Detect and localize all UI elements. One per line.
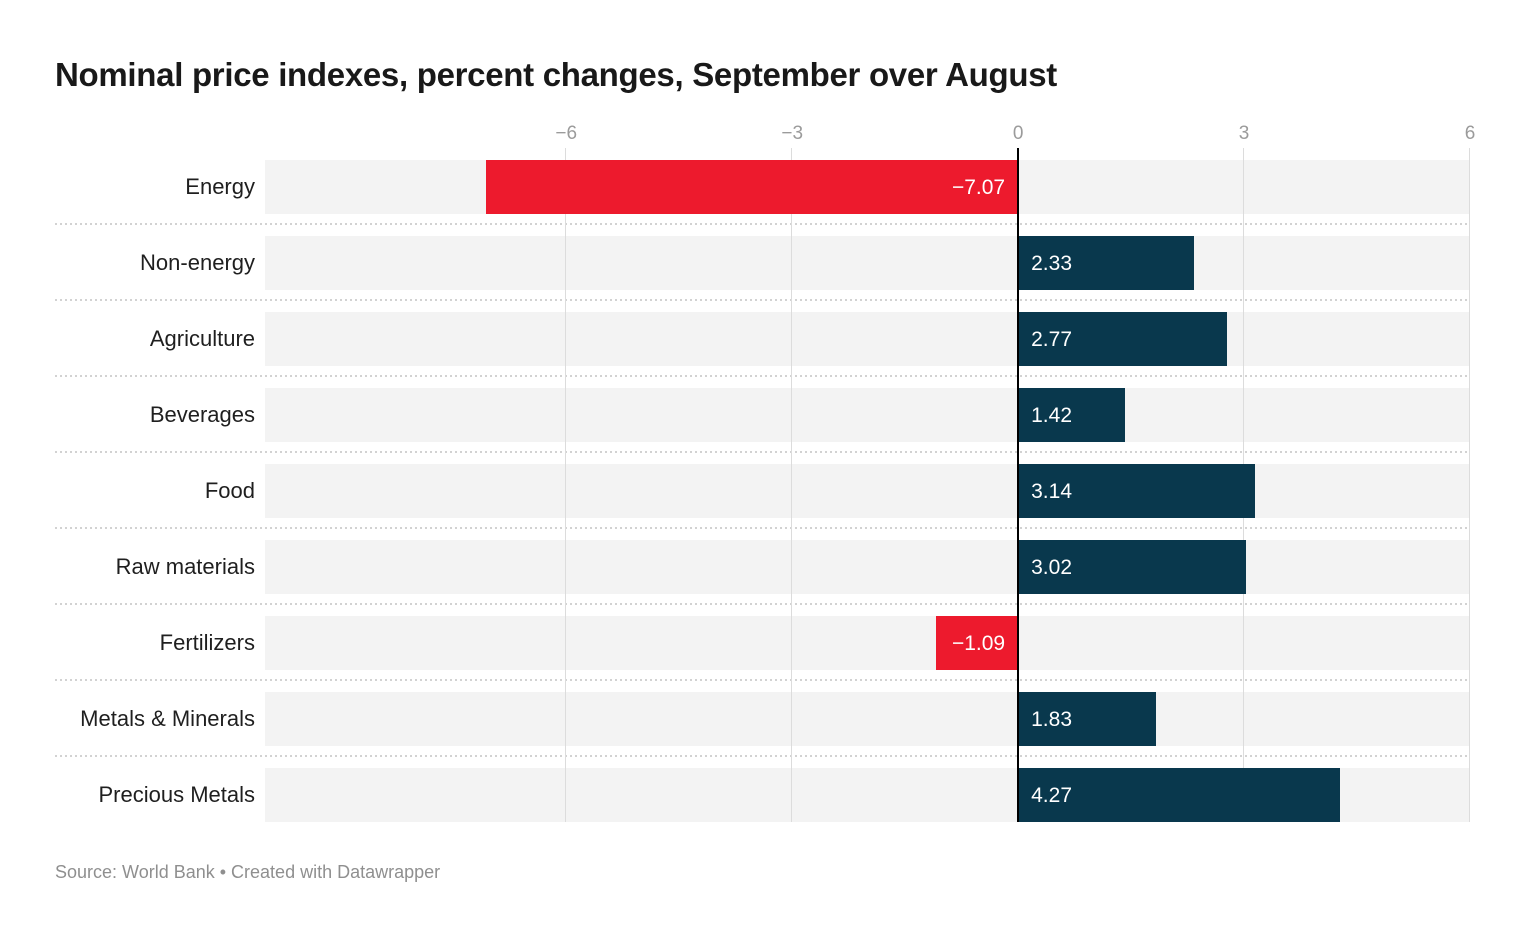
value-label: 1.42 bbox=[1031, 404, 1072, 427]
row-separator bbox=[55, 223, 1470, 225]
value-label: 2.77 bbox=[1031, 328, 1072, 351]
row-band: 2.77 bbox=[265, 312, 1470, 366]
row-separator bbox=[55, 755, 1470, 757]
row-band: −7.07 bbox=[265, 160, 1470, 214]
row-band: 2.33 bbox=[265, 236, 1470, 290]
value-label: 3.14 bbox=[1031, 480, 1072, 503]
row-band: 3.14 bbox=[265, 464, 1470, 518]
source-footer: Source: World Bank • Created with Datawr… bbox=[55, 862, 441, 882]
row-band: 4.27 bbox=[265, 768, 1470, 822]
bar-beverages: 1.42 bbox=[1018, 388, 1126, 442]
value-label: 2.33 bbox=[1031, 252, 1072, 275]
chart-row: Precious Metals 4.27 bbox=[55, 768, 1470, 822]
value-label: 4.27 bbox=[1031, 784, 1072, 807]
x-axis-tick-label: −6 bbox=[555, 123, 578, 144]
chart-row: Fertilizers −1.09 bbox=[55, 616, 1470, 670]
row-separator bbox=[55, 679, 1470, 681]
chart-row: Raw materials 3.02 bbox=[55, 540, 1470, 594]
category-label: Beverages bbox=[149, 402, 255, 427]
row-separator bbox=[55, 375, 1470, 377]
bar-non-energy: 2.33 bbox=[1018, 236, 1194, 290]
x-axis-tick-label: 0 bbox=[1012, 123, 1024, 144]
chart-row: Non-energy 2.33 bbox=[55, 236, 1470, 290]
row-separator bbox=[55, 299, 1470, 301]
category-label: Metals & Minerals bbox=[80, 706, 255, 731]
category-label: Food bbox=[204, 478, 255, 503]
category-label: Non-energy bbox=[140, 250, 255, 275]
bar-agriculture: 2.77 bbox=[1018, 312, 1227, 366]
chart-row: Food 3.14 bbox=[55, 464, 1470, 518]
plot-area: Energy −7.07 Non-energy 2.33 Agriculture 2.77… bbox=[55, 148, 1470, 822]
bar-raw-materials: 3.02 bbox=[1018, 540, 1246, 594]
x-axis-tick-label: −3 bbox=[781, 123, 804, 144]
row-separator bbox=[55, 451, 1470, 453]
row-band: 3.02 bbox=[265, 540, 1470, 594]
bar-food: 3.14 bbox=[1018, 464, 1255, 518]
row-separator bbox=[55, 603, 1470, 605]
value-label: −1.09 bbox=[951, 632, 1006, 655]
bar-metals-minerals: 1.83 bbox=[1018, 692, 1156, 746]
x-axis-tick-label: 3 bbox=[1238, 123, 1250, 144]
bar-energy: −7.07 bbox=[485, 160, 1019, 214]
category-label: Agriculture bbox=[149, 326, 255, 351]
value-label: 3.02 bbox=[1031, 556, 1072, 579]
value-label: −7.07 bbox=[951, 176, 1006, 199]
value-label: 1.83 bbox=[1031, 708, 1072, 731]
bar-precious-metals: 4.27 bbox=[1018, 768, 1340, 822]
category-label: Raw materials bbox=[115, 554, 255, 579]
x-axis: −6 −3 0 3 6 bbox=[265, 120, 1475, 148]
x-axis-tick-label: 6 bbox=[1464, 123, 1476, 144]
row-band: −1.09 bbox=[265, 616, 1470, 670]
row-band: 1.42 bbox=[265, 388, 1470, 442]
chart-row: Beverages 1.42 bbox=[55, 388, 1470, 442]
category-label: Energy bbox=[185, 174, 255, 199]
category-label: Precious Metals bbox=[98, 782, 255, 807]
row-separator bbox=[55, 527, 1470, 529]
bar-fertilizers: −1.09 bbox=[936, 616, 1019, 670]
chart-row: Energy −7.07 bbox=[55, 160, 1470, 214]
chart-title: Nominal price indexes, percent changes, … bbox=[55, 56, 1057, 93]
row-band: 1.83 bbox=[265, 692, 1470, 746]
category-label: Fertilizers bbox=[159, 630, 255, 655]
chart-row: Agriculture 2.77 bbox=[55, 312, 1470, 366]
chart-row: Metals & Minerals 1.83 bbox=[55, 692, 1470, 746]
